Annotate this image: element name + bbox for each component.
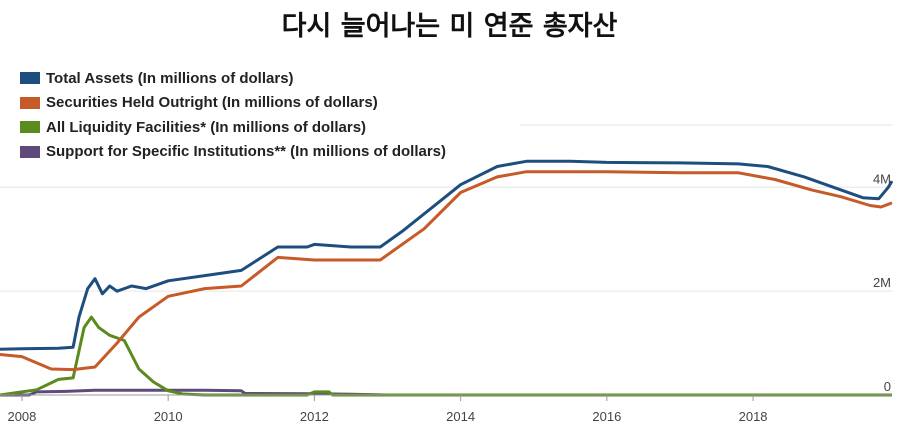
legend-label: Total Assets (In millions of dollars) bbox=[46, 69, 294, 87]
y-tick-label: 2M bbox=[873, 275, 891, 290]
gridlines bbox=[0, 124, 892, 292]
series-line-securities-held-outright[interactable] bbox=[0, 170, 893, 372]
x-tick-label: 2010 bbox=[154, 409, 183, 424]
axes: 0 2M 4M 2008 2010 2012 2014 2016 2018 bbox=[0, 171, 892, 424]
legend-item-total-assets[interactable]: Total Assets (In millions of dollars) bbox=[20, 66, 446, 91]
legend-swatch bbox=[20, 96, 40, 109]
legend-label: All Liquidity Facilities* (In millions o… bbox=[46, 118, 367, 136]
legend-swatch bbox=[20, 145, 40, 158]
legend-label: Support for Specific Institutions** (In … bbox=[46, 143, 447, 161]
series-line-total-assets[interactable] bbox=[0, 159, 894, 351]
legend: Total Assets (In millions of dollars) Se… bbox=[20, 66, 446, 164]
legend-swatch bbox=[20, 121, 40, 134]
x-tick-label: 2012 bbox=[300, 409, 329, 424]
series-lines bbox=[0, 159, 894, 397]
x-tick-label: 2018 bbox=[739, 409, 768, 424]
legend-swatch bbox=[20, 72, 40, 85]
chart-title: 다시 늘어나는 미 연준 총자산 bbox=[281, 11, 618, 42]
x-tick-label: 2016 bbox=[592, 409, 621, 424]
legend-item-liquidity-facilities[interactable]: All Liquidity Facilities* (In millions o… bbox=[20, 115, 446, 140]
y-tick-label: 4M bbox=[873, 171, 891, 186]
x-tick-label: 2014 bbox=[446, 409, 475, 424]
legend-label: Securities Held Outright (In millions of… bbox=[46, 94, 378, 112]
series-line-liquidity-facilities[interactable] bbox=[0, 315, 892, 397]
x-tick-label: 2008 bbox=[7, 409, 36, 424]
y-tick-label: 0 bbox=[884, 379, 891, 394]
legend-item-support-specific-institutions[interactable]: Support for Specific Institutions** (In … bbox=[20, 140, 446, 165]
legend-item-securities-held-outright[interactable]: Securities Held Outright (In millions of… bbox=[20, 91, 446, 116]
